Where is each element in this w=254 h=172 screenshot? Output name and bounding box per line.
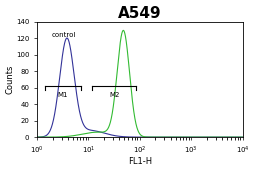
Title: A549: A549 <box>118 6 161 21</box>
Text: control: control <box>51 32 75 38</box>
Text: M2: M2 <box>108 92 119 98</box>
X-axis label: FL1-H: FL1-H <box>127 157 151 166</box>
Text: M1: M1 <box>57 92 68 98</box>
Y-axis label: Counts: Counts <box>6 65 14 94</box>
